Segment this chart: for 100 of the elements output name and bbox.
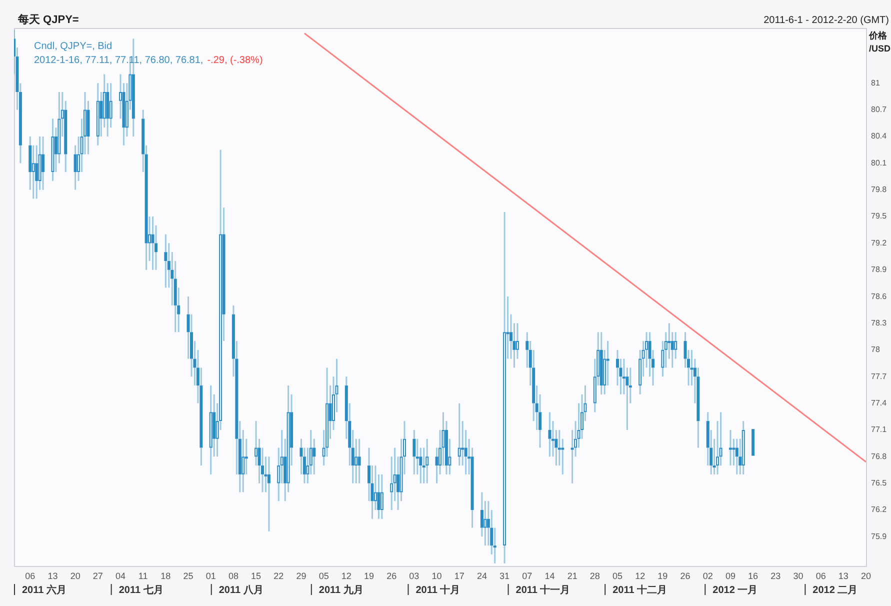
candlestick <box>280 430 284 484</box>
candlestick <box>254 421 258 466</box>
text: 2012 一月 <box>712 584 758 596</box>
candlestick <box>309 430 312 474</box>
candlestick <box>393 448 396 502</box>
x-tick-label: 19 <box>658 570 668 581</box>
y-tick-label: 79.5 <box>871 212 888 221</box>
candlestick <box>577 403 580 448</box>
x-tick-label: 23 <box>770 570 781 581</box>
candlestick <box>600 332 603 394</box>
candlestick <box>742 421 745 474</box>
candlestick <box>232 305 235 377</box>
candlestick <box>442 412 445 466</box>
x-tick-label: 20 <box>860 570 872 581</box>
x-tick-label: 07 <box>522 570 532 581</box>
candlestick <box>416 438 419 474</box>
x-tick-label: 17 <box>454 570 464 581</box>
y-axis-title: 价格 /USD <box>868 30 891 54</box>
candlestick <box>603 350 606 394</box>
y-tick-label: 78.6 <box>871 292 888 301</box>
candlestick <box>74 145 77 190</box>
x-tick-label: 20 <box>70 570 80 581</box>
candlestick <box>728 430 732 466</box>
chart-subtitle: 2011-6-1 - 2012-2-20 (GMT) <box>764 14 889 26</box>
candlestick <box>267 456 270 532</box>
x-tick-label: 30 <box>793 570 804 581</box>
x-tick-label: 11 <box>138 570 148 581</box>
candlestick <box>512 323 516 368</box>
candlestick <box>638 350 642 394</box>
candlestick <box>674 332 678 359</box>
candlestick <box>370 466 374 519</box>
candlestick <box>100 92 103 136</box>
candlestick <box>302 448 306 484</box>
candlestick <box>142 110 145 172</box>
candlestick <box>548 412 552 457</box>
candlestick <box>58 92 61 164</box>
candlestick <box>484 501 487 546</box>
candlestick <box>538 394 542 448</box>
text: 2011 七月 <box>118 584 164 596</box>
candlestick <box>122 83 126 146</box>
candlestick <box>102 74 106 128</box>
candlestick <box>412 430 416 474</box>
candlestick <box>77 136 80 181</box>
candlestick <box>144 145 148 270</box>
x-tick-label: 01 <box>206 570 216 581</box>
x-tick-label: 09 <box>725 570 736 581</box>
x-tick-label: 19 <box>364 570 374 581</box>
candlestick <box>261 448 264 492</box>
candlestick <box>151 216 154 270</box>
candlestick <box>209 385 212 474</box>
text: 2011 六月 <box>22 584 66 596</box>
candlestick <box>670 332 674 368</box>
candlestick <box>216 403 219 457</box>
x-tick-label: 13 <box>838 570 848 581</box>
candlestick <box>752 429 755 456</box>
y-tick-label: 80.4 <box>871 132 888 141</box>
candlestick <box>652 350 654 386</box>
candlestick <box>368 448 370 502</box>
x-tick-label: 22 <box>274 570 284 581</box>
candlestick <box>645 332 648 368</box>
y-tick-label: 77.7 <box>871 372 888 381</box>
candlestick <box>348 403 352 466</box>
candlestick <box>96 83 100 146</box>
candlestick <box>438 430 442 474</box>
x-tick-label: 04 <box>115 570 126 581</box>
x-tick-label: 08 <box>228 570 238 581</box>
x-tick-label: 18 <box>160 570 171 581</box>
candlestick <box>648 332 652 377</box>
candlestick <box>528 341 532 386</box>
candlestick <box>719 412 722 466</box>
candlestick <box>400 438 403 502</box>
candlestick <box>125 83 128 136</box>
y-tick-label: 76.5 <box>871 478 888 488</box>
y-tick-label: 79.8 <box>871 185 888 194</box>
candlestick <box>277 448 280 502</box>
candlestick <box>584 385 587 422</box>
candlestick <box>358 438 361 484</box>
candlestick <box>426 438 429 484</box>
y-tick-label: 76.8 <box>871 452 888 461</box>
candlestick <box>212 394 216 457</box>
candlestick <box>616 350 619 386</box>
x-tick-label: 31 <box>500 570 510 581</box>
candlestick <box>403 421 406 474</box>
candlestick <box>154 225 158 270</box>
x-tick-label: 13 <box>48 570 58 581</box>
x-tick-label: 12 <box>341 570 352 581</box>
x-tick-label: 25 <box>183 570 194 581</box>
candlestick <box>458 403 461 466</box>
candlestick <box>300 438 303 474</box>
y-tick-label: 75.9 <box>871 532 888 541</box>
candlestick <box>200 368 203 466</box>
candlestick <box>219 150 222 430</box>
candlestick <box>461 421 464 466</box>
candlestick <box>503 212 506 564</box>
candlestick <box>18 83 22 164</box>
candlestick <box>244 438 248 474</box>
candlestick <box>64 100 68 172</box>
candlestick <box>196 350 200 404</box>
y-tick-label: 77.4 <box>871 398 888 408</box>
candlestick <box>486 501 490 546</box>
